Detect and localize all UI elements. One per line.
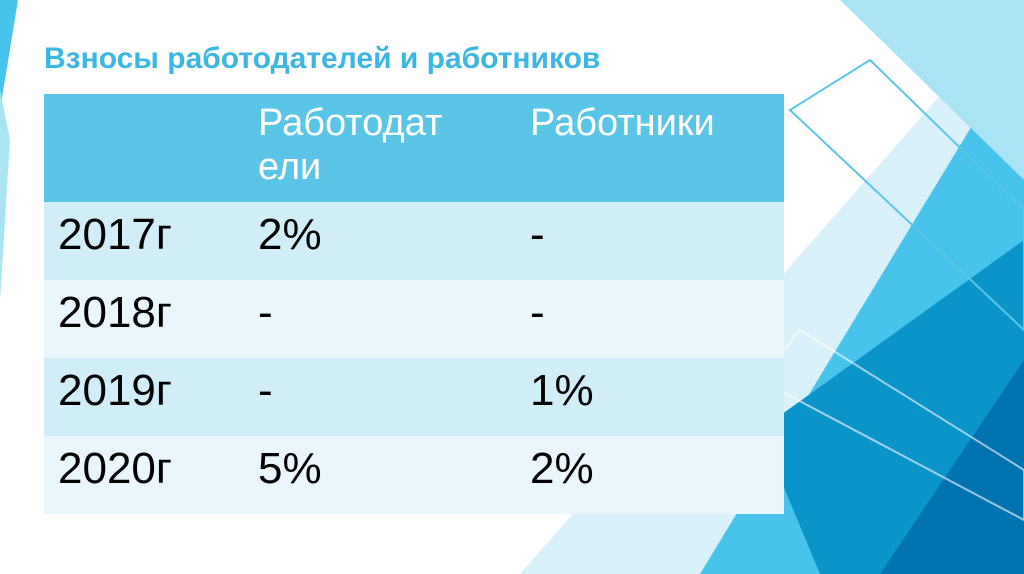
cell: 2% <box>244 202 516 280</box>
slide-title: Взносы работодателей и работников <box>44 42 1024 76</box>
cell: 2019г <box>44 358 244 436</box>
table-header-row: Работодат ели Работники <box>44 94 784 202</box>
table-row: 2017г 2% - <box>44 202 784 280</box>
cell: 5% <box>244 436 516 514</box>
cell: 2017г <box>44 202 244 280</box>
cell: 1% <box>516 358 784 436</box>
cell: - <box>516 202 784 280</box>
col-header-2: Работники <box>516 94 784 202</box>
cell: 2020г <box>44 436 244 514</box>
table-row: 2020г 5% 2% <box>44 436 784 514</box>
col-header-1: Работодат ели <box>244 94 516 202</box>
cell: 2018г <box>44 280 244 358</box>
cell: - <box>244 280 516 358</box>
col-header-0 <box>44 94 244 202</box>
slide-content: Взносы работодателей и работников Работо… <box>0 0 1024 514</box>
cell: - <box>244 358 516 436</box>
cell: 2% <box>516 436 784 514</box>
table-row: 2019г - 1% <box>44 358 784 436</box>
table-body: 2017г 2% - 2018г - - 2019г - 1% 2020г 5%… <box>44 202 784 514</box>
cell: - <box>516 280 784 358</box>
table-row: 2018г - - <box>44 280 784 358</box>
contributions-table: Работодат ели Работники 2017г 2% - 2018г… <box>44 94 784 514</box>
